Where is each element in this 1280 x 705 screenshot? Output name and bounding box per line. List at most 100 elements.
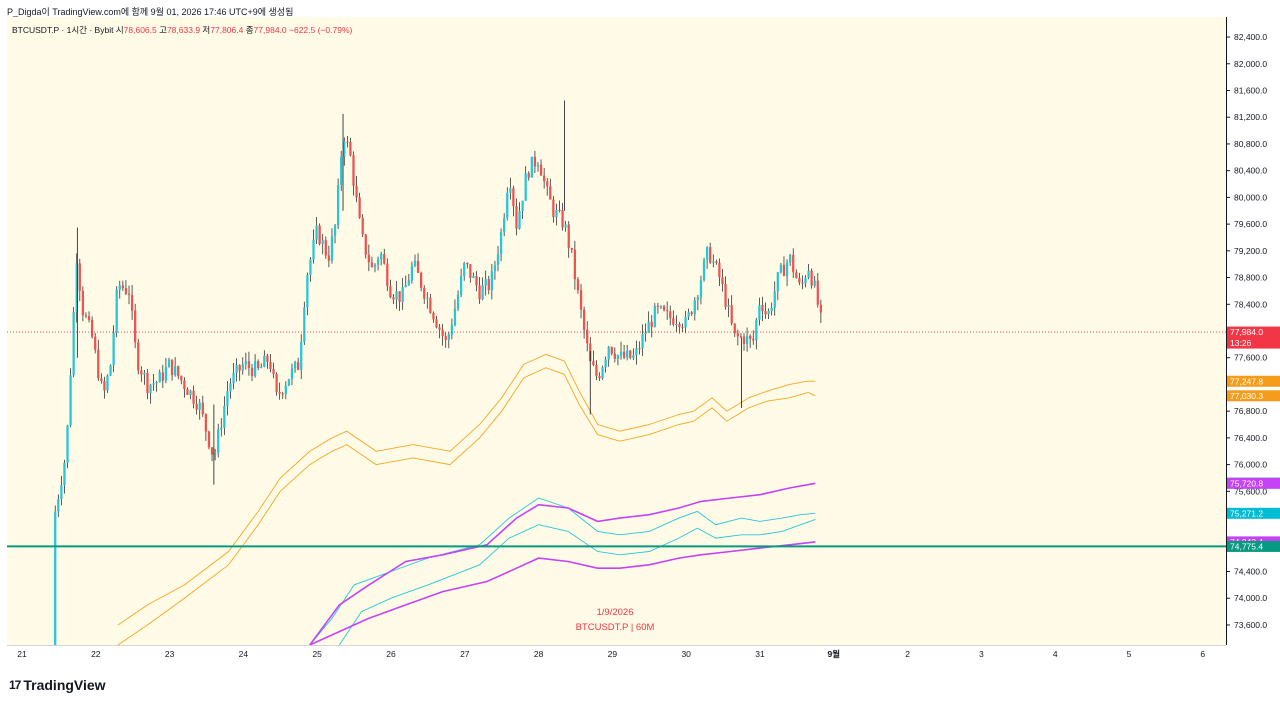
symbol-legend[interactable]: BTCUSDT.P · 1시간 · Bybit 시78,606.5 고78,63…	[12, 24, 352, 36]
candle-up	[223, 405, 226, 428]
indicator-line	[309, 482, 816, 645]
candle-down	[327, 255, 331, 261]
candle-down	[275, 374, 278, 393]
candle-down	[177, 366, 180, 377]
candle-up	[330, 235, 334, 261]
candle-down	[370, 262, 374, 268]
candle-up	[336, 184, 340, 226]
candle-up	[300, 341, 303, 370]
candle-up	[407, 280, 410, 286]
candle-up	[453, 308, 457, 326]
price-tick-label: 80,000.0	[1234, 192, 1267, 202]
candle-down	[478, 285, 481, 300]
candle-up	[779, 264, 783, 273]
candle-down	[764, 311, 767, 315]
candle-up	[635, 348, 638, 356]
candle-down	[533, 156, 537, 167]
candle-down	[161, 372, 164, 381]
candle-down	[103, 381, 106, 391]
time-axis[interactable]	[7, 645, 1226, 664]
candle-down	[669, 311, 672, 319]
time-tick-label: 27	[460, 649, 470, 659]
candle-down	[207, 431, 211, 448]
candle-up	[773, 291, 776, 308]
candle-down	[512, 188, 515, 207]
candle-up	[755, 319, 758, 341]
candle-down	[715, 261, 718, 263]
candle-up	[555, 209, 558, 218]
price-tick-label: 80,400.0	[1234, 166, 1267, 176]
time-tick-label: 4	[1053, 649, 1058, 659]
candle-up	[616, 355, 620, 359]
candle-down	[662, 306, 666, 311]
candle-down	[238, 365, 241, 371]
indicator-line	[117, 367, 816, 645]
candle-up	[263, 355, 266, 367]
candle-up	[807, 270, 810, 278]
candle-up	[232, 372, 235, 384]
candle-up	[293, 361, 297, 369]
candle-up	[306, 275, 309, 308]
candle-up	[626, 350, 629, 358]
price-tick-label: 75,600.0	[1234, 486, 1267, 496]
candle-down	[389, 286, 392, 298]
candle-down	[638, 348, 641, 350]
time-tick-label: 29	[608, 649, 618, 659]
candle-down	[582, 309, 586, 330]
price-tick-label: 79,200.0	[1234, 246, 1267, 256]
candle-up	[493, 264, 497, 272]
candle-down	[416, 260, 420, 273]
chart-pane[interactable]	[7, 17, 1226, 645]
candle-up	[788, 254, 792, 263]
candle-up	[619, 351, 623, 356]
tradingview-logo-icon: 17	[9, 678, 21, 692]
price-tick-label: 76,800.0	[1234, 406, 1267, 416]
time-tick-label: 24	[239, 649, 249, 659]
candle-up	[702, 259, 706, 281]
candle-up	[158, 372, 161, 383]
candle-up	[164, 367, 168, 381]
candle-up	[727, 305, 730, 307]
price-tick-label: 74,400.0	[1234, 567, 1267, 577]
candle-down	[798, 278, 801, 283]
candle-up	[284, 385, 287, 394]
candle-down	[810, 270, 813, 286]
tradingview-logo[interactable]: 17 TradingView	[9, 676, 106, 694]
candle-up	[404, 285, 407, 288]
candle-down	[180, 376, 183, 381]
candle-up	[604, 359, 607, 368]
candle-up	[518, 211, 521, 229]
price-tick-label: 78,400.0	[1234, 299, 1267, 309]
candle-down	[124, 288, 128, 294]
candle-up	[804, 277, 807, 284]
candle-down	[549, 186, 552, 200]
tradingview-logo-text: TradingView	[23, 677, 106, 693]
candle-up	[198, 402, 201, 410]
candle-up	[321, 240, 324, 244]
candle-down	[121, 285, 124, 289]
candle-up	[641, 334, 644, 349]
time-tick-label: 21	[17, 649, 27, 659]
candle-up	[684, 316, 687, 328]
price-tick-label: 81,600.0	[1234, 85, 1267, 95]
price-tick-label: 81,200.0	[1234, 112, 1267, 122]
candle-up	[463, 263, 466, 277]
candle-up	[315, 225, 318, 240]
candle-down	[346, 141, 349, 143]
candle-up	[155, 382, 158, 384]
price-badge-label: 75,271.2	[1230, 508, 1263, 518]
legend-low-label: 저	[202, 25, 211, 35]
time-tick-label: 28	[534, 649, 544, 659]
candle-up	[484, 279, 487, 286]
legend-symbol: BTCUSDT.P · 1시간 · Bybit	[12, 25, 114, 35]
candle-down	[441, 329, 444, 337]
candle-up	[66, 425, 69, 463]
legend-low: 77,806.4	[210, 25, 244, 35]
candle-up	[173, 366, 177, 376]
candle-up	[54, 511, 57, 645]
time-tick-label: 5	[1127, 649, 1132, 659]
candle-down	[567, 224, 570, 248]
candle-up	[521, 200, 524, 212]
candle-down	[435, 319, 438, 328]
candle-up	[459, 276, 463, 295]
